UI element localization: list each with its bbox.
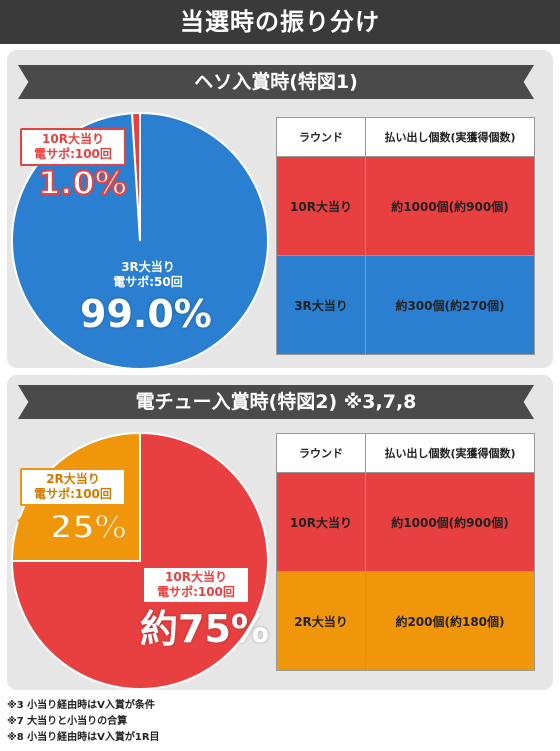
slice-percent: 約25%: [17, 507, 128, 547]
slice-label-box: 10R大当り 電サポ:100回: [20, 128, 126, 166]
slice-label-box: 3R大当り 電サポ:50回: [96, 258, 200, 292]
slice-label-round: 3R大当り: [121, 260, 175, 274]
round-cell: 3R大当り: [276, 255, 366, 355]
footnote: ※3 小当り経由時はV入賞が条件: [7, 700, 155, 711]
footnote: ※7 大当りと小当りの合算: [7, 716, 128, 727]
section-heading: ヘソ入賞時(特図1): [18, 65, 534, 99]
slice-label-box: 10R大当り 電サポ:100回: [142, 566, 250, 604]
slice-label-support: 電サポ:100回: [157, 585, 235, 599]
slice-label-round: 10R大当り: [42, 132, 104, 146]
footnote: ※8 小当り経由時はV入賞が1R目: [7, 732, 160, 743]
slice-label-support: 電サポ:100回: [34, 147, 112, 161]
slice-percent: 1.0%: [37, 163, 128, 203]
slice-percent: 約75%: [140, 607, 270, 652]
footnotes: ※3 小当り経由時はV入賞が条件 ※7 大当りと小当りの合算 ※8 小当り経由時…: [7, 698, 160, 746]
payout-cell: 約200個(約180個): [365, 571, 535, 671]
payout-cell: 約1000個(約900個): [365, 156, 535, 256]
round-cell: 10R大当り: [276, 472, 366, 572]
pie-chart-heso: [11, 111, 269, 370]
slice-percent: 99.0%: [80, 292, 213, 337]
pie-slice: [10, 431, 269, 690]
column-header-round: ラウンド: [276, 433, 366, 473]
payout-cell: 約300個(約270個): [365, 255, 535, 355]
round-cell: 10R大当り: [276, 156, 366, 256]
table-row: 10R大当り 約1000個(約900個): [276, 472, 535, 572]
column-header-payout: 払い出し個数(実獲得個数): [365, 117, 535, 157]
slice-label-support: 電サポ:100回: [34, 487, 112, 501]
allocation-table-heso: ラウンド 払い出し個数(実獲得個数) 10R大当り 約1000個(約900個) …: [276, 117, 535, 355]
slice-label-round: 2R大当り: [46, 472, 100, 486]
page-title: 当選時の振り分け: [0, 0, 560, 44]
pie-slice: [11, 111, 269, 370]
section-heading: 電チュー入賞時(特図2) ※3,7,8: [18, 385, 534, 419]
allocation-table-denchu: ラウンド 払い出し個数(実獲得個数) 10R大当り 約1000個(約900個) …: [276, 433, 535, 671]
slice-label-support: 電サポ:50回: [113, 275, 183, 289]
table-row: 2R大当り 約200個(約180個): [276, 571, 535, 671]
slice-label-round: 10R大当り: [165, 570, 227, 584]
column-header-round: ラウンド: [276, 117, 366, 157]
table-row: 3R大当り 約300個(約270個): [276, 255, 535, 355]
round-cell: 2R大当り: [276, 571, 366, 671]
table-row: 10R大当り 約1000個(約900個): [276, 156, 535, 256]
payout-cell: 約1000個(約900個): [365, 472, 535, 572]
column-header-payout: 払い出し個数(実獲得個数): [365, 433, 535, 473]
slice-label-box: 2R大当り 電サポ:100回: [20, 468, 126, 506]
